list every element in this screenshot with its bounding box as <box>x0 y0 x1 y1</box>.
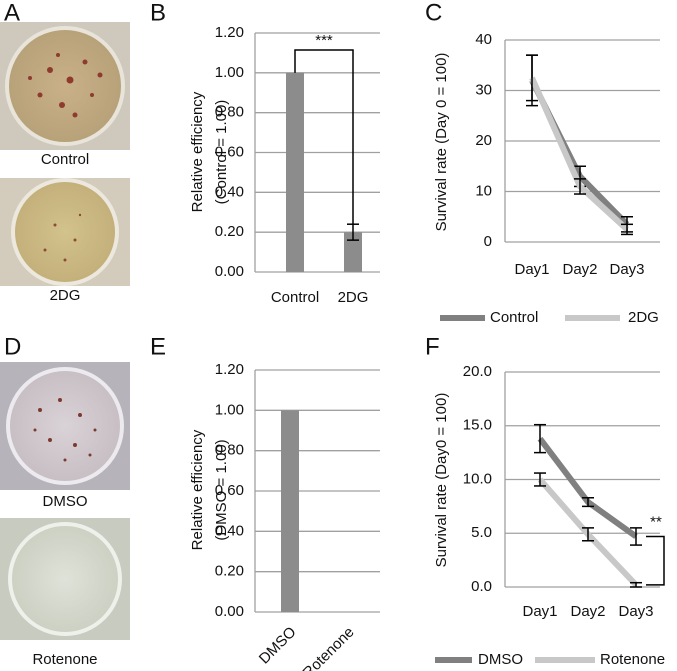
legend-label: Control <box>490 309 538 326</box>
error-bar <box>526 54 538 102</box>
y-tick-label: 0.80 <box>215 104 244 121</box>
y-tick-label: 1.00 <box>215 401 244 418</box>
y-tick-label: 0.20 <box>215 223 244 240</box>
y-tick-label: 0.20 <box>215 563 244 580</box>
x-tick-label: DMSO <box>256 624 300 668</box>
y-tick-label: 40 <box>475 31 492 48</box>
error-bar <box>630 527 642 546</box>
photo-caption: DMSO <box>43 493 88 510</box>
bar <box>281 410 299 612</box>
photo-d1 <box>0 362 130 490</box>
y-tick-label: 0.00 <box>215 263 244 280</box>
legend-label: Rotenone <box>600 651 665 668</box>
y-tick-label: 5.0 <box>471 524 492 541</box>
y-tick-label: 20 <box>475 132 492 149</box>
error-bar <box>534 423 546 454</box>
x-tick-label: Rotenone <box>300 624 358 671</box>
y-axis-label: Relative efficiency <box>189 429 206 550</box>
line <box>529 79 630 227</box>
y-tick-label: 10.0 <box>463 470 492 487</box>
y-tick-label: 20.0 <box>463 363 492 380</box>
y-tick-label: 0.0 <box>471 578 492 595</box>
y-tick-label: 10 <box>475 182 492 199</box>
y-tick-label: 30 <box>475 81 492 98</box>
error-bar <box>582 527 594 542</box>
error-bar <box>574 178 586 195</box>
legend-label: DMSO <box>478 651 523 668</box>
error-bar <box>534 472 546 487</box>
y-tick-label: 0 <box>484 233 492 250</box>
significance-bracket <box>294 49 354 225</box>
panel-label: E <box>150 333 166 360</box>
x-tick-label: Day3 <box>609 261 644 278</box>
significance-bracket <box>646 535 665 586</box>
y-tick-label: 0.80 <box>215 442 244 459</box>
y-axis-label: (DMSO = 1.00) <box>213 439 230 540</box>
photo-caption: 2DG <box>50 287 81 304</box>
y-tick-label: 15.0 <box>463 417 492 434</box>
error-bar <box>582 497 594 508</box>
y-tick-label: 0.40 <box>215 522 244 539</box>
significance-label: *** <box>315 32 333 49</box>
panel-label: C <box>425 0 442 26</box>
y-tick-label: 1.00 <box>215 64 244 81</box>
line <box>537 436 638 539</box>
y-tick-label: 0.00 <box>215 603 244 620</box>
error-bar <box>630 581 642 588</box>
x-tick-label: Day1 <box>514 261 549 278</box>
y-tick-label: 0.60 <box>215 143 244 160</box>
x-tick-label: Day2 <box>570 603 605 620</box>
panel-label: F <box>425 333 440 360</box>
x-tick-label: 2DG <box>338 289 369 306</box>
panel-label: D <box>4 333 21 360</box>
y-tick-label: 1.20 <box>215 361 244 378</box>
panel-label: A <box>4 0 20 26</box>
y-axis-label: Survival rate (Day0 = 100) <box>433 393 450 568</box>
error-bar <box>621 223 633 236</box>
y-tick-label: 0.40 <box>215 183 244 200</box>
x-tick-label: Day3 <box>618 603 653 620</box>
x-tick-label: Control <box>271 289 319 306</box>
bar <box>344 232 362 272</box>
panel-label: B <box>150 0 166 26</box>
y-axis-label: Survival rate (Day 0 = 100) <box>433 53 450 232</box>
y-axis-label: (Control = 1.00) <box>213 100 230 205</box>
x-tick-label: Day2 <box>562 261 597 278</box>
photo-a2 <box>0 178 130 286</box>
y-tick-label: 0.60 <box>215 482 244 499</box>
legend-label: 2DG <box>628 309 659 326</box>
significance-label: ** <box>650 513 662 530</box>
x-tick-label: Day1 <box>522 603 557 620</box>
y-axis-label: Relative efficiency <box>189 91 206 212</box>
bar <box>286 72 304 272</box>
photo-caption: Rotenone <box>32 651 97 668</box>
photo-a1 <box>0 22 130 150</box>
photo-caption: Control <box>41 151 89 168</box>
y-tick-label: 1.20 <box>215 24 244 41</box>
photo-d2 <box>0 518 130 640</box>
